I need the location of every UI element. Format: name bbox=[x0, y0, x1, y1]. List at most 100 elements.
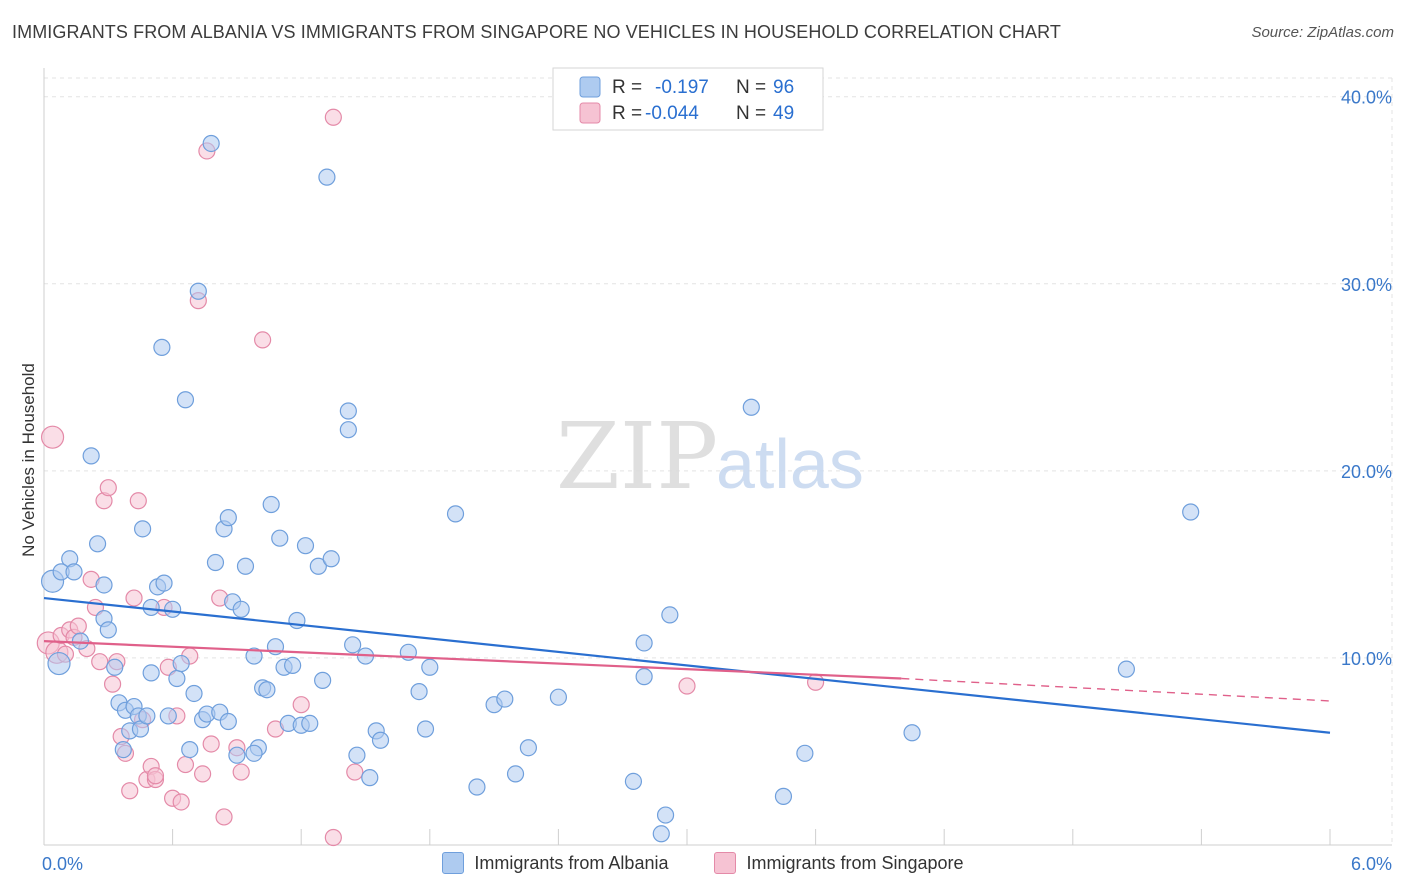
y-tick-label-0: 10.0% bbox=[1341, 649, 1392, 669]
albania-point-60 bbox=[318, 168, 336, 186]
albania-point-19 bbox=[133, 520, 152, 538]
singapore-trend-extension bbox=[901, 677, 1331, 702]
albania-point-91 bbox=[652, 825, 670, 843]
albania-point-53 bbox=[284, 656, 302, 675]
chart-title: IMMIGRANTS FROM ALBANIA VS IMMIGRANTS FR… bbox=[12, 22, 1061, 42]
albania-point-6 bbox=[82, 447, 100, 465]
x-tick-label-min: 0.0% bbox=[42, 854, 83, 874]
watermark: ZIP atlas bbox=[556, 403, 864, 510]
albania-point-79 bbox=[519, 739, 537, 757]
albania-point-1 bbox=[47, 651, 71, 676]
albania-point-78 bbox=[506, 765, 525, 783]
trend-lines bbox=[43, 596, 1331, 734]
x-tick-label-max: 6.0% bbox=[1351, 854, 1392, 874]
albania-point-85 bbox=[742, 398, 760, 416]
singapore-point-14 bbox=[103, 675, 122, 693]
albania-point-65 bbox=[348, 746, 366, 764]
albania-point-62 bbox=[339, 402, 357, 420]
albania-point-27 bbox=[168, 669, 186, 688]
albania-point-44 bbox=[245, 647, 263, 665]
albania-point-92 bbox=[219, 712, 237, 731]
albania-point-41 bbox=[228, 746, 246, 764]
albania-point-21 bbox=[142, 598, 160, 617]
bottom-legend-albania[interactable]: Immigrants from Albania bbox=[442, 852, 668, 874]
albania-point-50 bbox=[271, 529, 289, 547]
albania-point-72 bbox=[416, 720, 435, 738]
albania-point-73 bbox=[421, 658, 439, 676]
albania-point-84 bbox=[661, 606, 679, 624]
albania-trend-line bbox=[43, 596, 1331, 734]
albania-point-29 bbox=[176, 391, 195, 409]
source-label: Source: ZipAtlas.com bbox=[1251, 24, 1394, 41]
singapore-point-46 bbox=[678, 677, 696, 695]
singapore-point-13 bbox=[99, 479, 117, 497]
albania-point-63 bbox=[339, 421, 357, 439]
albania-point-89 bbox=[1117, 660, 1135, 678]
y-tick-labels: 10.0% 20.0% 30.0% 40.0% bbox=[1341, 88, 1392, 669]
singapore-points bbox=[36, 108, 825, 847]
legend-singapore-n-value: 49 bbox=[773, 103, 794, 124]
albania-point-56 bbox=[296, 537, 315, 555]
singapore-point-48 bbox=[146, 767, 165, 785]
singapore-point-45 bbox=[324, 108, 342, 126]
singapore-point-39 bbox=[232, 763, 250, 781]
albania-point-13 bbox=[114, 740, 132, 759]
albania-point-5 bbox=[71, 632, 90, 650]
singapore-point-19 bbox=[125, 589, 143, 607]
bottom-legend-singapore[interactable]: Immigrants from Singapore bbox=[714, 852, 964, 874]
legend-albania-swatch bbox=[579, 76, 601, 98]
albania-point-26 bbox=[164, 600, 182, 618]
albania-point-75 bbox=[468, 778, 486, 796]
albania-point-90 bbox=[1182, 503, 1200, 521]
albania-point-93 bbox=[142, 664, 160, 682]
albania-point-25 bbox=[159, 707, 177, 725]
legend-singapore-r-value: -0.044 bbox=[645, 103, 699, 124]
y-axis-label: No Vehicles in Household bbox=[19, 363, 38, 557]
albania-point-82 bbox=[635, 634, 653, 652]
albania-point-30 bbox=[181, 740, 199, 759]
singapore-point-29 bbox=[172, 793, 190, 811]
albania-point-67 bbox=[361, 769, 379, 787]
albania-point-80 bbox=[549, 688, 568, 706]
albania-point-71 bbox=[410, 682, 428, 701]
albania-point-83 bbox=[656, 806, 675, 824]
singapore-point-20 bbox=[129, 492, 147, 510]
singapore-point-33 bbox=[194, 765, 212, 783]
albania-point-43 bbox=[236, 557, 255, 575]
albania-legend-label: Immigrants from Albania bbox=[474, 852, 669, 873]
singapore-point-18 bbox=[121, 782, 139, 800]
albania-point-48 bbox=[262, 495, 280, 514]
singapore-legend-label: Immigrants from Singapore bbox=[746, 852, 964, 873]
albania-point-24 bbox=[155, 574, 173, 592]
bottom-legend: Immigrants from Albania Immigrants from … bbox=[0, 852, 1406, 874]
y-tick-label-1: 20.0% bbox=[1341, 462, 1392, 482]
albania-point-10 bbox=[99, 621, 117, 639]
albania-point-86 bbox=[774, 787, 793, 805]
singapore-point-7 bbox=[69, 617, 87, 635]
singapore-point-42 bbox=[292, 696, 310, 714]
albania-point-59 bbox=[314, 671, 332, 689]
albania-point-36 bbox=[206, 553, 225, 572]
albania-point-28 bbox=[172, 654, 190, 673]
top-legend: R = -0.197 N = 96 R = -0.044 N = 49 bbox=[552, 67, 824, 131]
legend-albania-n-value: 96 bbox=[773, 77, 794, 98]
albania-point-64 bbox=[344, 636, 362, 654]
albania-point-8 bbox=[95, 576, 113, 594]
albania-point-61 bbox=[322, 550, 340, 568]
watermark-atlas: atlas bbox=[716, 425, 864, 503]
albania-point-11 bbox=[106, 658, 124, 676]
albania-point-39 bbox=[219, 509, 237, 527]
legend-singapore-r-label: R = bbox=[612, 103, 642, 124]
albania-point-42 bbox=[232, 600, 250, 618]
singapore-point-11 bbox=[91, 653, 109, 671]
legend-singapore-swatch bbox=[579, 102, 601, 124]
singapore-point-35 bbox=[202, 735, 220, 753]
albania-point-20 bbox=[138, 707, 156, 725]
y-tick-label-3: 40.0% bbox=[1341, 88, 1392, 108]
singapore-point-1 bbox=[40, 425, 65, 449]
albania-point-77 bbox=[496, 690, 514, 708]
albania-point-35 bbox=[202, 134, 220, 153]
albania-point-69 bbox=[371, 731, 390, 749]
y-tick-label-2: 30.0% bbox=[1341, 275, 1392, 295]
